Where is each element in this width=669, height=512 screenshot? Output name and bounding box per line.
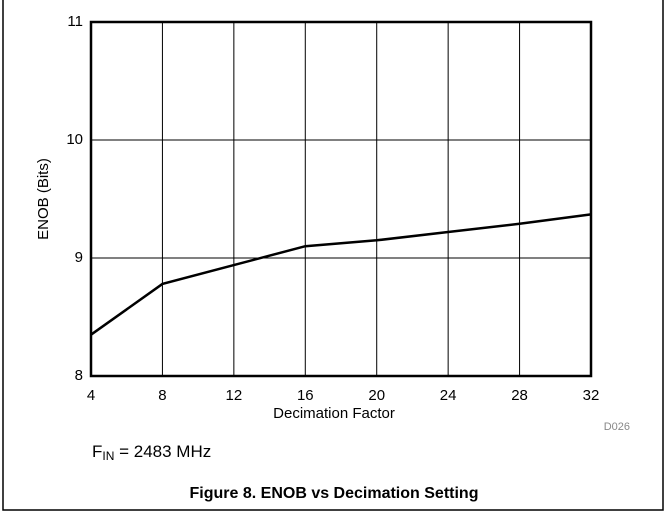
figure-code: D026 xyxy=(604,421,630,433)
caption: Figure 8. ENOB vs Decimation Setting xyxy=(190,485,479,502)
y-tick-label: 11 xyxy=(67,13,83,30)
x-axis-label: Decimation Factor xyxy=(273,405,395,422)
y-tick-label: 8 xyxy=(75,367,83,384)
y-tick-label: 9 xyxy=(75,249,83,266)
x-tick-label: 28 xyxy=(511,387,528,404)
plot-border xyxy=(89,20,593,378)
x-tick-label: 12 xyxy=(226,387,243,404)
x-tick-label: 32 xyxy=(583,387,600,404)
annotation-symbol: F xyxy=(92,442,102,461)
y-axis-label: ENOB (Bits) xyxy=(35,158,52,240)
data-line xyxy=(90,213,592,336)
annotation-text: = 2483 MHz xyxy=(114,442,211,461)
x-tick-label: 4 xyxy=(87,387,95,404)
y-tick-label: 10 xyxy=(66,131,83,148)
x-tick-label: 8 xyxy=(158,387,166,404)
annotation-subscript: IN xyxy=(102,449,114,463)
annotation: FIN = 2483 MHz xyxy=(92,442,211,463)
x-tick-label: 20 xyxy=(368,387,385,404)
x-tick-label: 24 xyxy=(440,387,457,404)
x-tick-label: 16 xyxy=(297,387,314,404)
